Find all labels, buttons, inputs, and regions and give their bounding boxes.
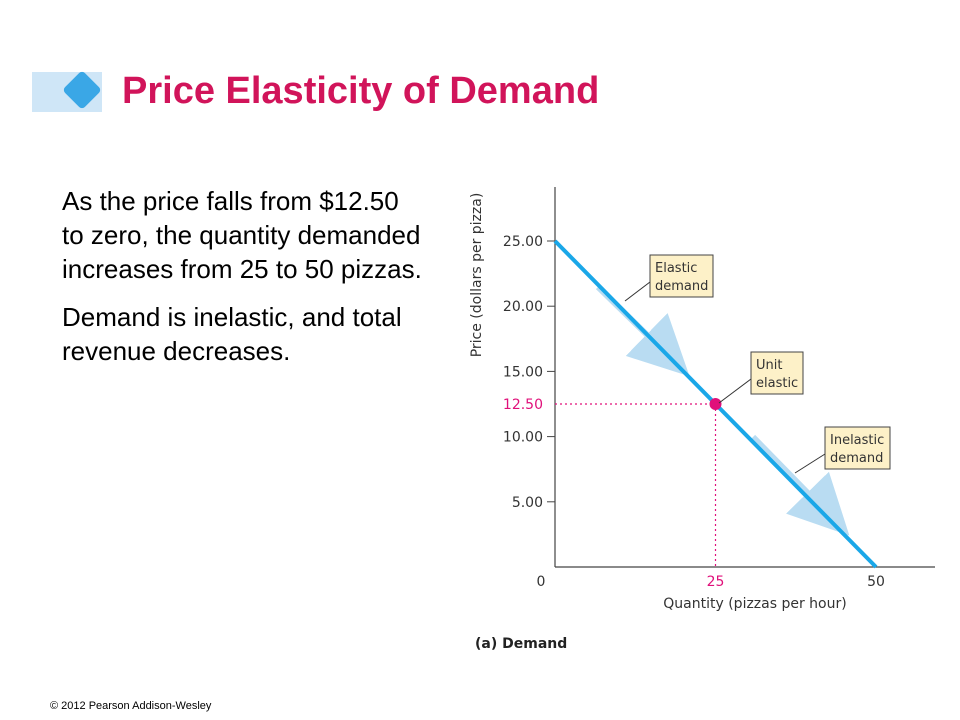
y-tick-label: 5.00 [512, 495, 543, 511]
annotation-text: demand [830, 451, 883, 466]
y-tick-label-highlight: 12.50 [503, 397, 543, 413]
y-tick-label: 15.00 [503, 364, 543, 380]
copyright-text: © 2012 Pearson Addison-Wesley [50, 700, 212, 712]
annotation-text: elastic [756, 376, 798, 391]
y-tick-label: 25.00 [503, 234, 543, 250]
chart-caption: (a) Demand [475, 636, 567, 652]
x-tick-label: 50 [867, 574, 885, 590]
unit-elastic-point [709, 398, 722, 410]
annotation-leader [624, 281, 651, 302]
paragraph-1: As the price falls from $12.50 to zero, … [62, 186, 422, 284]
annotation-leader [794, 453, 826, 474]
annotation-box [750, 351, 804, 395]
x-tick-label: 0 [537, 574, 546, 590]
y-axis-label: Price (dollars per pizza) [469, 193, 485, 358]
annotation-text: Unit [756, 358, 782, 373]
annotation-leader [718, 378, 752, 404]
annotation-box [824, 426, 891, 470]
demand-chart: 5.00 10.00 15.00 20.00 25.00 12.50 0 25 50 Quanti… [469, 187, 935, 652]
annotation-text: demand [655, 279, 708, 294]
paragraph-2: Demand is inelastic, and total revenue d… [62, 302, 402, 366]
body-text: As the price falls from $12.50 to zero, … [62, 184, 422, 382]
y-tick-label: 20.00 [503, 299, 543, 315]
annotation-text: Elastic [655, 261, 697, 276]
annotation-text: Inelastic [830, 433, 884, 448]
x-tick-label: 25 [707, 574, 725, 590]
annotation-box [649, 254, 714, 298]
x-axis-label: Quantity (pizzas per hour) [663, 596, 846, 612]
y-tick-label: 10.00 [503, 430, 543, 446]
inelastic-direction-arrow [750, 434, 850, 536]
slide-title: Price Elasticity of Demand [122, 70, 600, 112]
